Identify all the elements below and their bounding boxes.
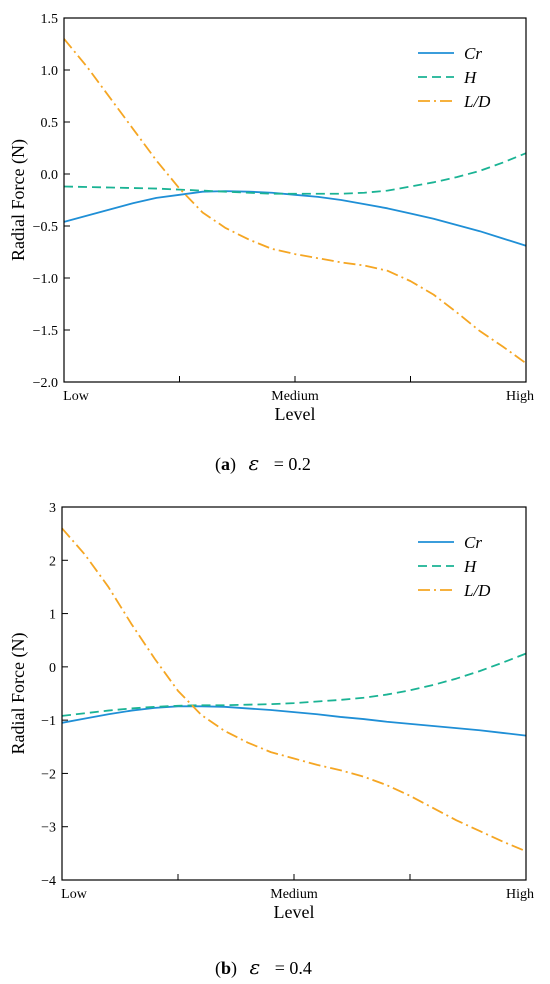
- chart-b-y-tick-label: −1: [41, 714, 56, 729]
- chart-a-legend-label-ld: L/D: [463, 92, 491, 111]
- caption-a-value: = 0.2: [274, 454, 311, 474]
- chart-a-y-tick-label: −0.5: [33, 220, 58, 235]
- chart-a: −2.0 −1.5 −1.0 −0.5 0.0 0.5 1.0 1.5 Low Medium Hig…: [8, 12, 534, 424]
- chart-b-y-tick-label: 1: [49, 608, 56, 623]
- chart-a-x-tick-label: Medium: [271, 389, 319, 404]
- chart-a-series-line-cr: [63, 190, 527, 247]
- caption-b-letter: b: [221, 958, 231, 978]
- chart-b-y-tick-label: 3: [49, 501, 56, 516]
- chart-b-x-tick-label: High: [506, 887, 534, 902]
- chart-a-y-tick-label: −2.0: [33, 376, 58, 391]
- chart-b-x-tick-label: Medium: [270, 887, 318, 902]
- caption-b-value: = 0.4: [275, 958, 312, 978]
- chart-b-y-tick-label: 0: [49, 661, 56, 676]
- chart-a-x-tick-label: Low: [63, 389, 90, 404]
- caption-a-letter: a: [221, 454, 230, 474]
- chart-a-legend-label-h: H: [463, 68, 478, 87]
- chart-a-plot-frame: [63, 17, 527, 383]
- chart-a-legend-label-cr: Cr: [464, 44, 482, 63]
- chart-a-y-tick-label: 0.5: [41, 116, 59, 131]
- chart-b-x-axis-title: Level: [274, 902, 315, 922]
- chart-b-y-tick-label: 2: [49, 554, 56, 569]
- chart-b-y-tick-label: −4: [41, 874, 56, 889]
- chart-b-series-line-cr: [61, 705, 527, 737]
- chart-b-y-tick-label: −3: [41, 821, 56, 836]
- chart-a-legend: Cr H L/D: [418, 44, 491, 111]
- chart-a-series-line-h: [63, 152, 527, 195]
- chart-a-series-line-ld: [63, 38, 527, 365]
- caption-a: (a) ε = 0.2: [215, 451, 311, 475]
- chart-a-y-tick-label: 1.0: [41, 64, 59, 79]
- chart-a-y-tick-label: 1.5: [41, 12, 59, 27]
- chart-b-x-tick-label: Low: [61, 887, 88, 902]
- caption-b: (b) ε = 0.4: [215, 955, 312, 979]
- chart-b-series-line-ld: [61, 527, 527, 853]
- chart-b-legend-label-cr: Cr: [464, 533, 482, 552]
- chart-a-y-tick-label: −1.5: [33, 324, 58, 339]
- chart-b-series-line-h: [61, 652, 527, 717]
- caption-a-symbol: ε: [249, 451, 260, 475]
- chart-b-y-axis-title: Radial Force (N): [8, 633, 29, 755]
- chart-b-y-tick-label: −2: [41, 767, 56, 782]
- chart-b-plot-frame: [61, 506, 527, 881]
- chart-b: −4 −3 −2 −1 0 1 2 3 Low Medium High Level Radial For…: [8, 501, 534, 922]
- chart-a-x-tick-label: High: [506, 389, 534, 404]
- chart-a-y-tick-label: 0.0: [41, 168, 59, 183]
- chart-b-legend: Cr H L/D: [418, 533, 491, 600]
- chart-b-legend-label-ld: L/D: [463, 581, 491, 600]
- chart-a-y-tick-label: −1.0: [33, 272, 58, 287]
- chart-a-x-axis-title: Level: [275, 404, 316, 424]
- chart-b-legend-label-h: H: [463, 557, 478, 576]
- chart-a-y-axis-title: Radial Force (N): [8, 139, 29, 261]
- caption-b-symbol: ε: [250, 955, 261, 979]
